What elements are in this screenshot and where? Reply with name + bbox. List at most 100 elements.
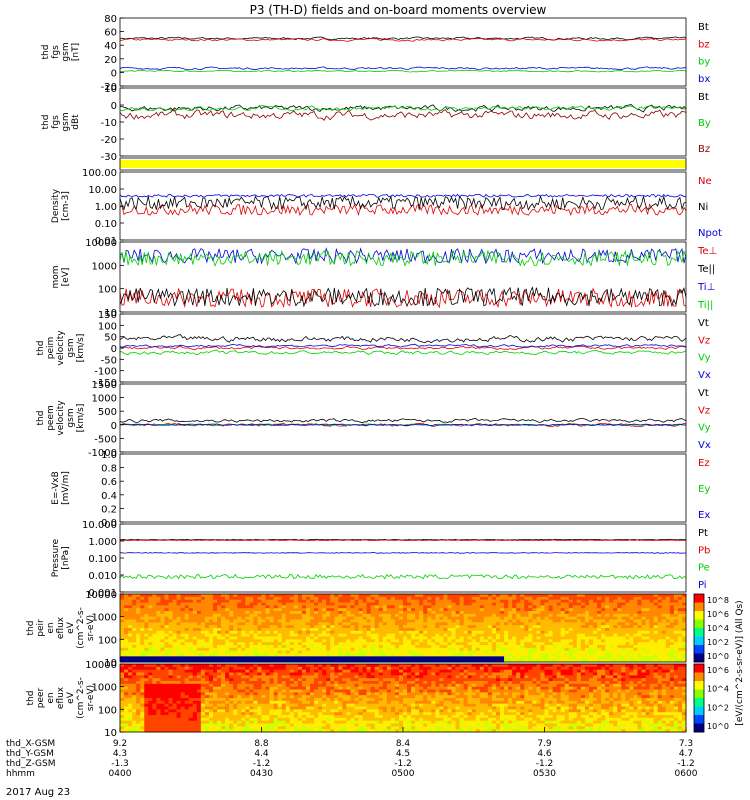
heatmap-cell [293,703,299,707]
heatmap-cell [257,645,262,649]
heatmap-cell [297,689,303,693]
heatmap-cell [483,602,489,606]
heatmap-cell [633,616,638,620]
heatmap-cell [568,599,574,603]
y-tick-label: 0.8 [101,464,117,475]
heatmap-cell [447,619,453,623]
heatmap-cell [346,712,351,716]
heatmap-cell [609,650,614,654]
heatmap-cell [140,613,145,618]
heatmap-cell [366,628,372,632]
heatmap-cell [281,613,287,618]
heatmap-cell [584,639,590,643]
y-tick-label: 1000 [92,613,117,624]
heatmap-cell [362,602,368,606]
heatmap-cell [568,642,574,646]
heatmap-cell [516,650,521,654]
heatmap-cell [164,599,170,603]
heatmap-cell [144,596,149,601]
heatmap-cell [200,650,206,654]
heatmap-cell [164,715,170,719]
legend-entry: Vy [698,353,711,364]
heatmap-cell [350,706,355,710]
heatmap-cell [196,692,202,696]
heatmap-cell [152,653,157,657]
heatmap-cell [257,700,262,705]
heatmap-cell [277,608,283,612]
heatmap-cell [621,656,626,660]
heatmap-cell [277,645,283,649]
heatmap-cell [208,715,214,719]
heatmap-cell [172,712,178,716]
heatmap-cell [281,678,287,682]
heatmap-cell [152,619,157,623]
heatmap-cell [540,645,545,649]
heatmap-cell [362,650,368,654]
heatmap-cell [516,616,521,620]
heatmap-cell [455,594,461,598]
heatmap-cell [314,656,319,660]
heatmap-cell [504,594,509,598]
heatmap-cell [200,636,206,640]
heatmap-cell [314,720,319,724]
heatmap-cell [520,656,525,660]
heatmap-cell [314,596,319,601]
heatmap-cell [483,622,489,626]
heatmap-cell [572,602,578,606]
heatmap-cell [447,616,453,620]
heatmap-cell [326,700,331,705]
heatmap-cell [225,675,230,679]
heatmap-cell [192,642,198,646]
heatmap-cell [168,645,174,649]
heatmap-cell [289,639,295,643]
heatmap-cell [120,622,125,626]
heatmap-cell [281,616,287,620]
heatmap-cell [572,594,578,598]
series-line-0 [119,287,687,309]
heatmap-cell [597,596,602,601]
heatmap-cell [305,596,311,601]
heatmap-cell [261,706,267,710]
heatmap-cell [297,715,303,719]
heatmap-cell [435,628,440,632]
heatmap-cell [265,678,271,682]
heatmap-cell [237,605,242,609]
heatmap-cell [225,726,230,730]
heatmap-cell [257,703,262,707]
heatmap-cell [120,703,125,707]
y-axis-label-line: gsm [61,42,71,61]
heatmap-cell [548,625,554,629]
heatmap-cell [673,613,679,618]
heatmap-cell [407,602,412,606]
heatmap-cell [512,633,517,637]
heatmap-cell [310,599,315,603]
heatmap-cell [184,692,190,696]
heatmap-cell [196,675,202,679]
heatmap-cell [160,678,165,682]
heatmap-cell [132,639,137,643]
heatmap-cell [605,645,610,649]
heatmap-cell [467,636,473,640]
heatmap-cell [301,619,307,623]
heatmap-cell [584,613,590,618]
heatmap-cell [677,653,683,657]
heatmap-cell [322,681,327,685]
heatmap-cell [160,602,165,606]
heatmap-cell [204,669,210,673]
heatmap-cell [512,645,517,649]
heatmap-cell [641,647,647,652]
heatmap-cell [681,659,687,663]
heatmap-cell [471,594,477,598]
heatmap-cell [415,653,420,657]
heatmap-cell [625,636,630,640]
heatmap-cell [176,729,182,733]
heatmap-cell [188,695,194,699]
heatmap-cell [229,695,234,699]
heatmap-cell [326,594,331,598]
heatmap-cell [487,647,493,652]
heatmap-cell [176,726,182,730]
heatmap-cell [289,656,295,660]
heatmap-cell [297,666,303,671]
heatmap-cell [245,613,250,618]
